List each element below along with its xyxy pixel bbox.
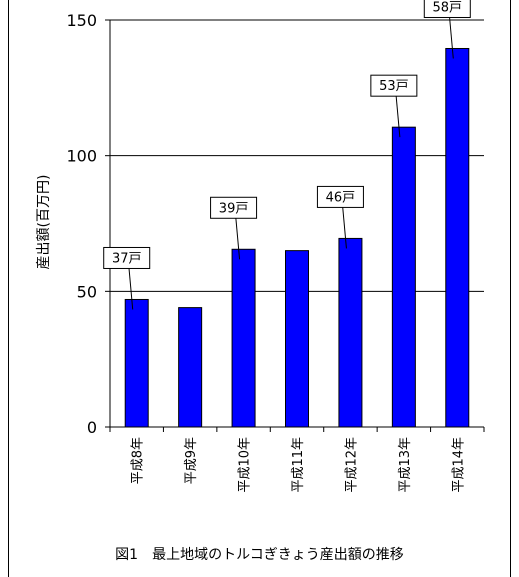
y-tick-label: 50 [77, 282, 97, 301]
bar [338, 237, 363, 428]
annotations: 37戸 39戸 46戸 53戸 58戸 [103, 0, 471, 310]
bars [124, 47, 470, 428]
callout-label: 53戸 [379, 79, 409, 94]
x-tick-label: 平成14年 [451, 437, 466, 493]
x-tick-label: 平成13年 [398, 437, 413, 493]
bar [391, 126, 416, 428]
y-tick-label: 100 [66, 147, 97, 166]
bar [285, 250, 309, 428]
callout-label: 39戸 [219, 201, 249, 216]
y-tick-label: 150 [66, 11, 97, 30]
y-tick-label: 0 [87, 418, 97, 437]
callout-label: 37戸 [112, 251, 142, 266]
x-tick-label: 平成9年 [184, 437, 199, 484]
callout-box [370, 74, 418, 97]
x-tick-label: 平成8年 [131, 437, 146, 484]
callout-box [103, 246, 151, 269]
chart-frame [8, 0, 511, 577]
callout-box [210, 196, 258, 219]
bar [124, 298, 149, 428]
callout-label: 58戸 [433, 0, 463, 15]
x-tick-label: 平成11年 [291, 437, 306, 493]
bar [231, 248, 256, 428]
bar [178, 307, 203, 428]
x-tick-label: 平成10年 [238, 437, 253, 493]
callout: 53戸 [370, 74, 418, 138]
callout-pointer [235, 218, 241, 260]
callout: 39戸 [210, 196, 258, 260]
x-tick-labels: 平成8年 平成9年 平成10年 平成11年 平成12年 平成13年 平成14年 [109, 427, 485, 493]
callout-box [423, 0, 471, 18]
callout-box [316, 185, 364, 208]
callout: 37戸 [103, 246, 151, 310]
callout-pointer [128, 268, 134, 310]
callout: 46戸 [316, 185, 364, 249]
y-tick-labels: 0 50 100 150 [66, 11, 110, 437]
bar [445, 47, 470, 428]
callout-pointer [395, 96, 401, 138]
callout-label: 46戸 [326, 190, 356, 205]
callout: 58戸 [423, 0, 471, 59]
figure-caption: 図1 最上地域のトルコぎきょう産出額の推移 [115, 547, 404, 563]
axes [109, 20, 484, 428]
y-axis-label: 産出額(百万円) [36, 175, 52, 270]
callout-pointer [342, 207, 347, 249]
callout-pointer [449, 17, 454, 59]
x-tick-label: 平成12年 [344, 437, 359, 493]
